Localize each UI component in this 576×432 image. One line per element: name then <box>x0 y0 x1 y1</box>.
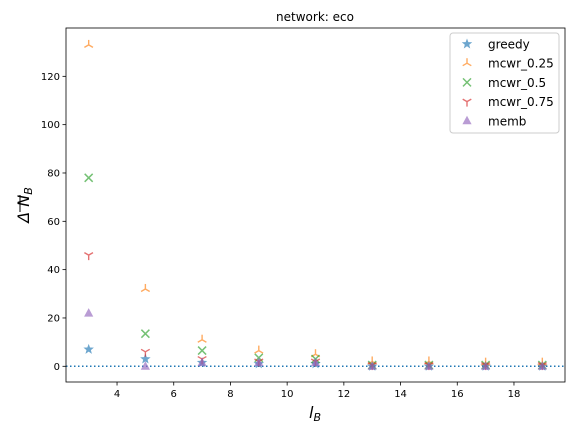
point-mcwr_0.5 <box>197 346 207 356</box>
chart-title: network: eco <box>276 10 354 24</box>
point-memb <box>424 361 434 370</box>
y-tick-label: 80 <box>47 168 60 179</box>
y-axis-label-subscript: B <box>22 187 35 195</box>
legend-label-mcwr_0.5: mcwr_0.5 <box>488 76 546 90</box>
axes-frame <box>65 27 566 383</box>
point-mcwr_0.5 <box>84 173 94 183</box>
y-axis-label-main: Δ N <box>14 195 33 225</box>
point-mcwr_0.75 <box>84 252 94 261</box>
x-axis-label-main: l <box>309 403 314 422</box>
point-memb <box>367 361 377 370</box>
x-tick-label: 18 <box>508 389 521 400</box>
point-memb <box>537 361 547 370</box>
point-memb <box>197 357 207 367</box>
y-tick-label: 40 <box>47 265 60 276</box>
legend-label-greedy: greedy <box>488 38 530 52</box>
axis-ticks: 4 6 8 10 12 14 16 18 0 20 40 60 80 100 120 <box>41 72 520 400</box>
x-tick-label: 8 <box>227 389 233 400</box>
legend-label-mcwr_0.75: mcwr_0.75 <box>488 95 554 109</box>
point-mcwr_0.25 <box>84 39 94 49</box>
legend-marker-memb <box>462 115 472 125</box>
x-tick-label: 10 <box>281 389 294 400</box>
point-memb <box>310 357 321 367</box>
point-memb <box>140 361 150 370</box>
legend-marker-mcwr_0.5 <box>462 77 472 87</box>
point-memb <box>254 357 264 367</box>
point-mcwr_0.25 <box>197 334 207 343</box>
x-tick-label: 12 <box>337 389 350 400</box>
y-tick-label: 0 <box>54 362 60 373</box>
legend-marker-greedy <box>461 38 473 49</box>
legend-marker-mcwr_0.75 <box>462 98 472 107</box>
y-tick-label: 100 <box>41 120 60 131</box>
x-tick-label: 6 <box>171 389 177 400</box>
x-tick-label: 4 <box>114 389 120 400</box>
point-mcwr_0.5 <box>140 329 150 339</box>
point-mcwr_0.25 <box>254 345 264 354</box>
x-axis-label-subscript: B <box>313 411 321 424</box>
legend-label-memb: memb <box>488 114 526 128</box>
point-memb <box>84 308 94 317</box>
y-tick-label: 120 <box>41 72 60 83</box>
legend-label-mcwr_0.25: mcwr_0.25 <box>488 57 554 71</box>
point-memb <box>481 361 491 370</box>
point-mcwr_0.25 <box>140 283 151 293</box>
legend-marker-mcwr_0.25 <box>462 58 472 67</box>
data-points <box>83 39 548 371</box>
svg-text:Δ NB: Δ NB <box>14 187 35 225</box>
point-greedy <box>83 343 94 354</box>
point-greedy <box>140 353 151 364</box>
y-axis-label: Δ NB <box>14 187 35 225</box>
x-axis-label: lB <box>309 403 321 424</box>
legend-box <box>449 32 560 134</box>
point-mcwr_0.75 <box>140 348 151 357</box>
x-tick-label: 14 <box>394 389 407 400</box>
y-tick-label: 20 <box>47 313 60 324</box>
y-tick-label: 60 <box>47 217 60 228</box>
x-tick-label: 16 <box>451 389 464 400</box>
